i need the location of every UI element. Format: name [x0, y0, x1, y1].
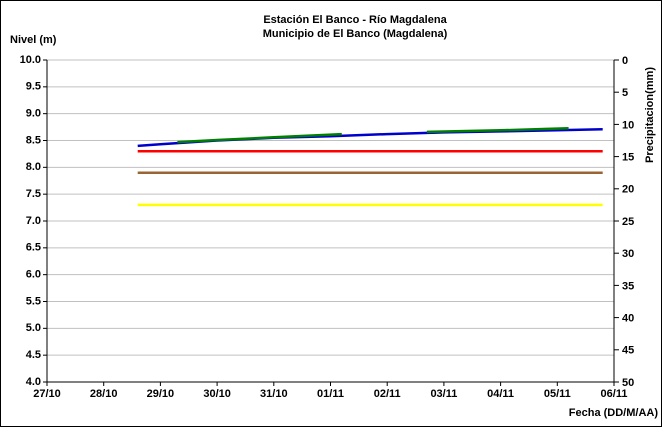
y-axis-label: Nivel (m): [10, 34, 57, 46]
x-tick-label: 04/11: [487, 388, 514, 400]
y-tick-label: 7.5: [26, 188, 41, 200]
y2-tick-label: 10: [622, 119, 634, 131]
x-tick-label: 28/10: [90, 388, 118, 400]
y2-axis-label: Precipitacion(mm): [644, 67, 656, 163]
y2-tick-label: 40: [622, 313, 634, 325]
x-tick-label: 01/11: [317, 388, 344, 400]
y2-tick-label: 5: [622, 87, 628, 99]
y-tick-label: 7.0: [26, 215, 41, 227]
y2-tick-label: 0: [622, 55, 628, 67]
y-tick-label: 8.5: [26, 134, 41, 146]
x-tick-label: 30/10: [203, 388, 231, 400]
y2-tick-label: 25: [622, 216, 634, 228]
x-tick-label: 06/11: [601, 388, 628, 400]
x-axis-label: Fecha (DD/M/AA): [569, 407, 659, 419]
y2-tick-label: 30: [622, 248, 634, 260]
y2-tick-label: 45: [622, 345, 634, 357]
y-tick-label: 5.5: [26, 295, 41, 307]
y-tick-label: 6.5: [26, 242, 41, 254]
y-tick-label: 10.0: [20, 54, 41, 66]
y2-tick-label: 15: [622, 152, 634, 164]
x-tick-label: 27/10: [33, 388, 61, 400]
x-tick-label: 02/11: [374, 388, 401, 400]
x-tick-label: 31/10: [260, 388, 288, 400]
y-tick-label: 5.0: [26, 322, 41, 334]
y2-tick-label: 20: [622, 184, 634, 196]
y-tick-label: 4.0: [26, 376, 41, 388]
y2-tick-label: 35: [622, 280, 634, 292]
x-tick-label: 03/11: [430, 388, 457, 400]
x-tick-label: 29/10: [147, 388, 175, 400]
chart-title: Estación El Banco - Río Magdalena: [263, 14, 447, 26]
y-tick-label: 8.0: [26, 161, 41, 173]
chart-subtitle: Municipio de El Banco (Magdalena): [263, 28, 448, 40]
y-tick-label: 9.5: [26, 81, 41, 93]
y-tick-label: 4.5: [26, 349, 41, 361]
series-line: [177, 126, 569, 144]
y-tick-label: 6.0: [26, 269, 41, 281]
y2-tick-label: 50: [622, 377, 634, 389]
y-tick-label: 9.0: [26, 108, 41, 120]
x-tick-label: 05/11: [544, 388, 571, 400]
